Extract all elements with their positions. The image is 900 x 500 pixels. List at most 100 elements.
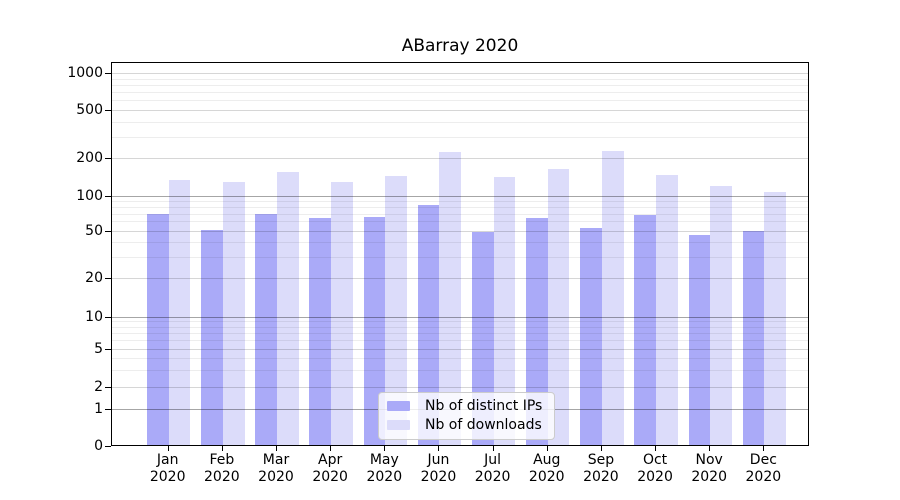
- gridline-5: [112, 348, 808, 350]
- gridline-minor: [112, 78, 808, 80]
- x-tick-label-aug: Aug 2020: [528, 452, 565, 485]
- gridline-minor: [112, 326, 808, 328]
- gridline-minor: [112, 100, 808, 102]
- y-tick-label: 200: [76, 150, 103, 167]
- bar-ips-apr: [309, 217, 332, 445]
- bar-downloads-nov: [710, 185, 732, 445]
- y-tick-label: 1: [94, 400, 103, 417]
- gridline-minor: [112, 369, 808, 371]
- bar-ips-jul: [471, 231, 494, 445]
- bar-downloads-dec: [764, 191, 786, 445]
- y-tick-label: 20: [85, 270, 103, 286]
- x-tick-label-jan: Jan 2020: [149, 452, 186, 485]
- y-tick-label: 10: [85, 308, 103, 325]
- x-tick-label-oct: Oct 2020: [637, 452, 673, 485]
- y-tick-mark: [105, 316, 111, 318]
- x-tick-label-may: May 2020: [366, 452, 403, 485]
- x-tick-mark: [546, 446, 548, 451]
- y-tick-label: 2: [94, 378, 103, 395]
- gridline-minor: [112, 85, 808, 87]
- x-tick-mark: [492, 446, 494, 451]
- gridline-minor: [112, 200, 808, 202]
- y-tick-mark: [105, 278, 111, 279]
- y-tick-mark: [105, 195, 111, 197]
- gridline-minor: [112, 92, 808, 94]
- bar-downloads-oct: [656, 174, 678, 445]
- y-tick-mark: [105, 408, 111, 410]
- gridline-minor: [112, 257, 808, 259]
- gridline-minor: [112, 136, 808, 138]
- y-tick-mark: [105, 230, 111, 232]
- gridline-100: [112, 195, 808, 197]
- bar-ips-aug: [526, 217, 548, 445]
- bar-ips-nov: [688, 235, 711, 445]
- x-tick-mark: [276, 446, 277, 451]
- x-tick-label-sep: Sep 2020: [583, 452, 619, 485]
- bar-downloads-jun: [439, 151, 462, 445]
- x-tick-label-dec: Dec 2020: [745, 452, 782, 485]
- x-tick-label-jun: Jun 2020: [420, 452, 457, 485]
- x-tick-mark: [438, 446, 440, 451]
- y-tick-mark: [105, 110, 111, 111]
- legend-swatch-distinct-ips: [387, 401, 410, 411]
- gridline-2: [112, 386, 808, 388]
- bar-downloads-feb: [222, 182, 245, 445]
- gridline-minor: [112, 121, 808, 123]
- y-tick-mark: [105, 158, 111, 160]
- bar-ips-feb: [201, 229, 223, 445]
- gridline-minor: [112, 221, 808, 223]
- legend-item-distinct-ips: Nb of distinct IPs: [387, 398, 542, 414]
- bar-downloads-apr: [331, 181, 353, 445]
- gridline-50: [112, 230, 808, 232]
- y-tick-label: 100: [76, 187, 103, 204]
- bar-ips-dec: [742, 230, 765, 445]
- gridline-200: [112, 158, 808, 160]
- legend-label-downloads: Nb of downloads: [425, 417, 542, 433]
- x-tick-label-nov: Nov 2020: [691, 452, 727, 485]
- gridline-minor: [112, 357, 808, 359]
- y-tick-label: 1000: [67, 65, 103, 82]
- x-tick-mark: [330, 446, 332, 451]
- bar-downloads-mar: [277, 171, 299, 445]
- x-tick-mark: [763, 446, 765, 451]
- bar-ips-jan: [147, 214, 169, 445]
- y-tick-mark: [105, 348, 111, 350]
- gridline-minor: [112, 213, 808, 215]
- x-tick-mark: [600, 446, 602, 451]
- gridline-20: [112, 278, 808, 279]
- x-tick-mark: [221, 446, 223, 451]
- gridline-minor: [112, 206, 808, 208]
- bar-downloads-sep: [601, 151, 624, 445]
- x-tick-mark: [167, 446, 169, 451]
- legend-label-distinct-ips: Nb of distinct IPs: [425, 398, 543, 414]
- bar-ips-jun: [417, 204, 440, 445]
- y-tick-mark: [105, 446, 111, 447]
- gridline-minor: [112, 321, 808, 323]
- x-tick-label-mar: Mar 2020: [258, 452, 294, 485]
- legend: Nb of distinct IPs Nb of downloads: [378, 392, 556, 440]
- y-tick-label: 0: [94, 438, 103, 454]
- x-tick-label-jul: Jul 2020: [474, 452, 511, 485]
- gridline-500: [112, 110, 808, 111]
- y-tick-label: 500: [76, 102, 103, 118]
- gridline-minor: [112, 332, 808, 334]
- bar-downloads-may: [385, 176, 407, 445]
- x-tick-mark: [709, 446, 711, 451]
- chart-title: ABarray 2020: [401, 36, 519, 56]
- x-tick-label-feb: Feb 2020: [204, 452, 240, 485]
- y-tick-label: 5: [94, 340, 103, 357]
- y-tick-mark: [105, 73, 111, 75]
- bar-downloads-aug: [547, 168, 570, 445]
- bar-downloads-jan: [168, 179, 191, 445]
- legend-item-downloads: Nb of downloads: [387, 417, 542, 433]
- gridline-minor: [112, 340, 808, 342]
- bar-ips-sep: [580, 227, 602, 445]
- x-tick-mark: [655, 446, 657, 451]
- plot-area: [111, 62, 809, 446]
- gridline-minor: [112, 242, 808, 244]
- y-tick-label: 50: [85, 222, 103, 239]
- bar-downloads-jul: [493, 177, 516, 445]
- x-tick-label-apr: Apr 2020: [312, 452, 348, 485]
- bar-ips-may: [363, 217, 386, 445]
